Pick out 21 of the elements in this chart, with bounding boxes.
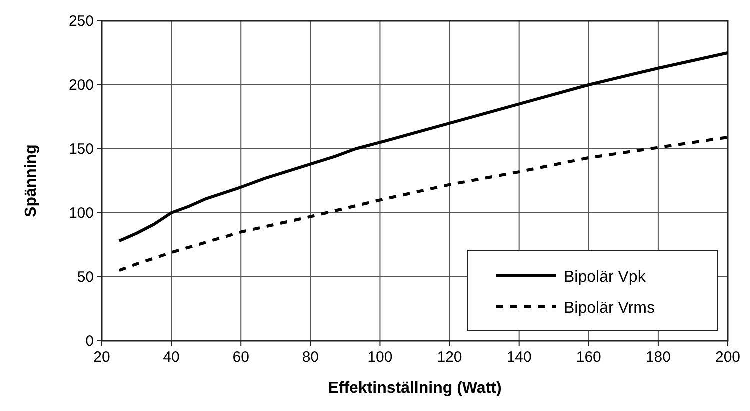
x-tick-label: 60 <box>232 349 250 366</box>
x-tick-label: 20 <box>94 349 110 366</box>
y-tick-label: 250 <box>68 13 94 30</box>
legend-label: Bipolär Vpk <box>564 269 647 286</box>
x-tick-label: 100 <box>368 349 393 366</box>
y-tick-label: 0 <box>86 333 94 350</box>
y-tick-label: 50 <box>77 269 94 286</box>
y-tick-label: 100 <box>68 205 94 222</box>
x-tick-label: 120 <box>437 349 462 366</box>
x-tick-label: 140 <box>506 349 532 366</box>
y-axis-title: Spänning <box>23 144 40 218</box>
y-tick-label: 200 <box>68 77 94 94</box>
legend-label: Bipolär Vrms <box>564 300 655 317</box>
x-tick-label: 160 <box>576 349 602 366</box>
x-tick-label: 40 <box>163 349 180 366</box>
x-tick-label: 80 <box>302 349 320 366</box>
y-tick-label: 150 <box>68 141 94 158</box>
x-axis-title: Effektinställning (Watt) <box>328 380 502 397</box>
line-series <box>118 52 730 243</box>
x-tick-label: 180 <box>646 349 671 366</box>
x-tick-label: 200 <box>715 349 741 366</box>
